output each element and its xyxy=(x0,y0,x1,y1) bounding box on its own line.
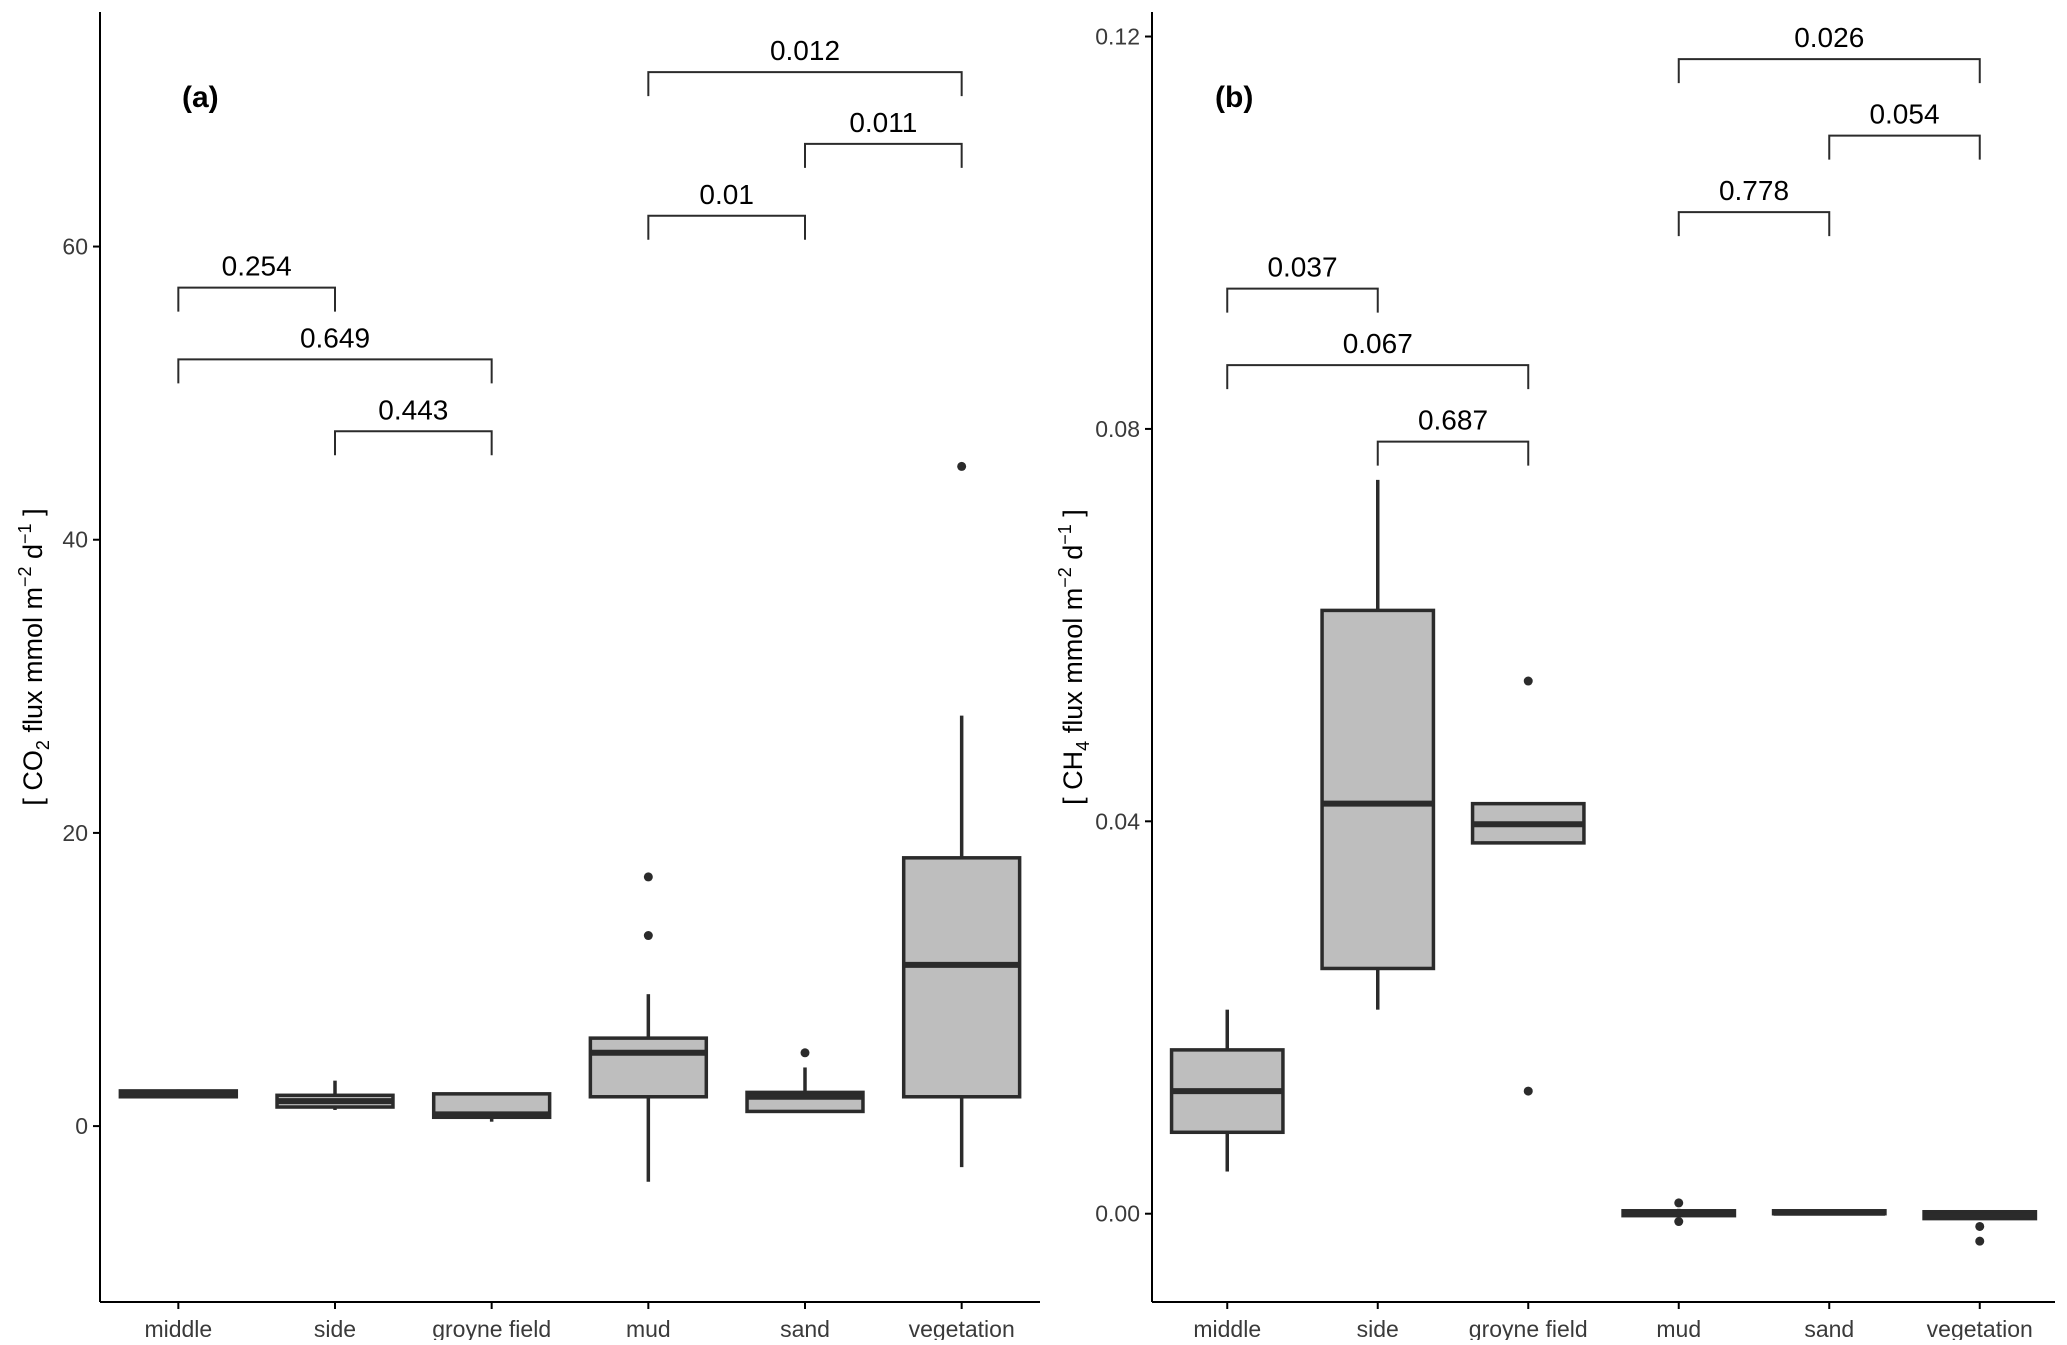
panel-label: (a) xyxy=(182,81,219,114)
comparison-middle-groyne-field: 0.649 xyxy=(177,322,493,384)
box-sand xyxy=(745,1048,865,1114)
p-value-label: 0.054 xyxy=(1869,99,1939,130)
comparison-bracket xyxy=(1828,134,1981,160)
outlier-point xyxy=(800,1048,810,1058)
outlier-point xyxy=(1674,1217,1684,1227)
comparison-bracket xyxy=(334,430,493,456)
comparison-bracket xyxy=(1677,58,1981,84)
x-tick-label: sand xyxy=(1804,1316,1854,1340)
outlier-point xyxy=(643,931,653,941)
panel-label: (b) xyxy=(1215,81,1253,114)
box-groyne-field xyxy=(1470,676,1586,1096)
box-mud xyxy=(1621,1198,1737,1227)
box-vegetation xyxy=(901,461,1022,1168)
comparison-sand-vegetation: 0.011 xyxy=(804,107,963,168)
comparison-side-groyne-field: 0.443 xyxy=(334,394,493,456)
comparison-bracket xyxy=(804,142,963,168)
x-tick-label: middle xyxy=(1193,1316,1261,1340)
box-groyne-field xyxy=(431,1092,552,1122)
comparison-side-groyne-field: 0.687 xyxy=(1376,405,1530,466)
comparison-mud-vegetation: 0.012 xyxy=(647,35,963,97)
x-tick-label: middle xyxy=(144,1316,212,1340)
comparison-bracket xyxy=(1226,364,1530,390)
comparison-bracket xyxy=(1677,211,1831,237)
p-value-label: 0.067 xyxy=(1343,328,1413,359)
p-value-label: 0.012 xyxy=(770,35,840,66)
comparison-bracket xyxy=(1226,287,1379,313)
p-value-label: 0.778 xyxy=(1719,175,1789,206)
comparison-mud-sand: 0.01 xyxy=(647,179,806,240)
outlier-point xyxy=(957,461,967,471)
x-tick-label: vegetation xyxy=(1927,1316,2033,1340)
x-tick-label: groyne field xyxy=(432,1316,551,1340)
y-tick-label: 0 xyxy=(75,1113,88,1139)
comparison-mud-sand: 0.778 xyxy=(1677,175,1831,237)
box-side xyxy=(275,1080,395,1110)
box-middle xyxy=(1169,1009,1285,1172)
p-value-label: 0.037 xyxy=(1267,252,1337,283)
comparison-bracket xyxy=(647,71,963,97)
outlier-point xyxy=(643,872,653,882)
comparison-bracket xyxy=(647,214,806,240)
outlier-point xyxy=(1523,1086,1533,1096)
x-tick-label: vegetation xyxy=(909,1316,1015,1340)
outlier-point xyxy=(1975,1236,1985,1246)
x-tick-label: mud xyxy=(1656,1316,1701,1340)
y-axis-title: [ CH4 flux mmol m−2 d−1 ] xyxy=(1055,509,1093,805)
p-value-label: 0.254 xyxy=(222,251,292,282)
box-mud xyxy=(588,872,709,1182)
box-iqr xyxy=(1320,608,1436,971)
p-value-label: 0.443 xyxy=(378,394,448,425)
box-middle xyxy=(118,1089,239,1099)
y-tick-label: 0.00 xyxy=(1095,1201,1140,1227)
x-tick-label: side xyxy=(314,1316,356,1340)
x-tick-label: side xyxy=(1357,1316,1399,1340)
panel-b: 0.00 0.04 0.08 0.12 middle side groyne field mu… xyxy=(1055,12,2055,1342)
y-tick-label: 0.12 xyxy=(1095,24,1140,50)
comparison-middle-side: 0.037 xyxy=(1226,252,1379,313)
p-value-label: 0.687 xyxy=(1418,405,1488,436)
outlier-point xyxy=(1975,1221,1985,1231)
y-tick-label: 20 xyxy=(62,820,88,846)
box-iqr xyxy=(901,856,1022,1099)
comparison-bracket xyxy=(177,286,336,312)
comparison-middle-groyne-field: 0.067 xyxy=(1226,328,1530,390)
y-axis-title: [ CO2 flux mmol m−2 d−1 ] xyxy=(15,508,53,805)
comparison-bracket xyxy=(177,358,493,384)
outlier-point xyxy=(1674,1198,1684,1208)
x-tick-label: mud xyxy=(626,1316,671,1340)
p-value-label: 0.01 xyxy=(699,179,754,210)
box-iqr xyxy=(588,1036,709,1099)
comparison-mud-vegetation: 0.026 xyxy=(1677,22,1981,84)
p-value-label: 0.649 xyxy=(300,322,370,353)
box-vegetation xyxy=(1922,1209,2038,1246)
x-tick-label: sand xyxy=(780,1316,830,1340)
y-tick-label: 0.04 xyxy=(1095,808,1140,834)
comparison-bracket xyxy=(1376,440,1530,466)
comparison-middle-side: 0.254 xyxy=(177,251,336,312)
p-value-label: 0.011 xyxy=(849,107,917,138)
comparison-sand-vegetation: 0.054 xyxy=(1828,99,1981,160)
y-tick-label: 40 xyxy=(62,527,88,553)
outlier-point xyxy=(1523,676,1533,686)
panel-a: 0 20 40 60 middle side groyne field mud sand vege… xyxy=(15,12,1040,1342)
y-tick-label: 60 xyxy=(62,234,88,260)
p-value-label: 0.026 xyxy=(1794,22,1864,53)
box-side xyxy=(1320,479,1436,1010)
y-tick-label: 0.08 xyxy=(1095,416,1140,442)
x-tick-label: groyne field xyxy=(1469,1316,1588,1340)
box-sand xyxy=(1771,1209,1887,1216)
